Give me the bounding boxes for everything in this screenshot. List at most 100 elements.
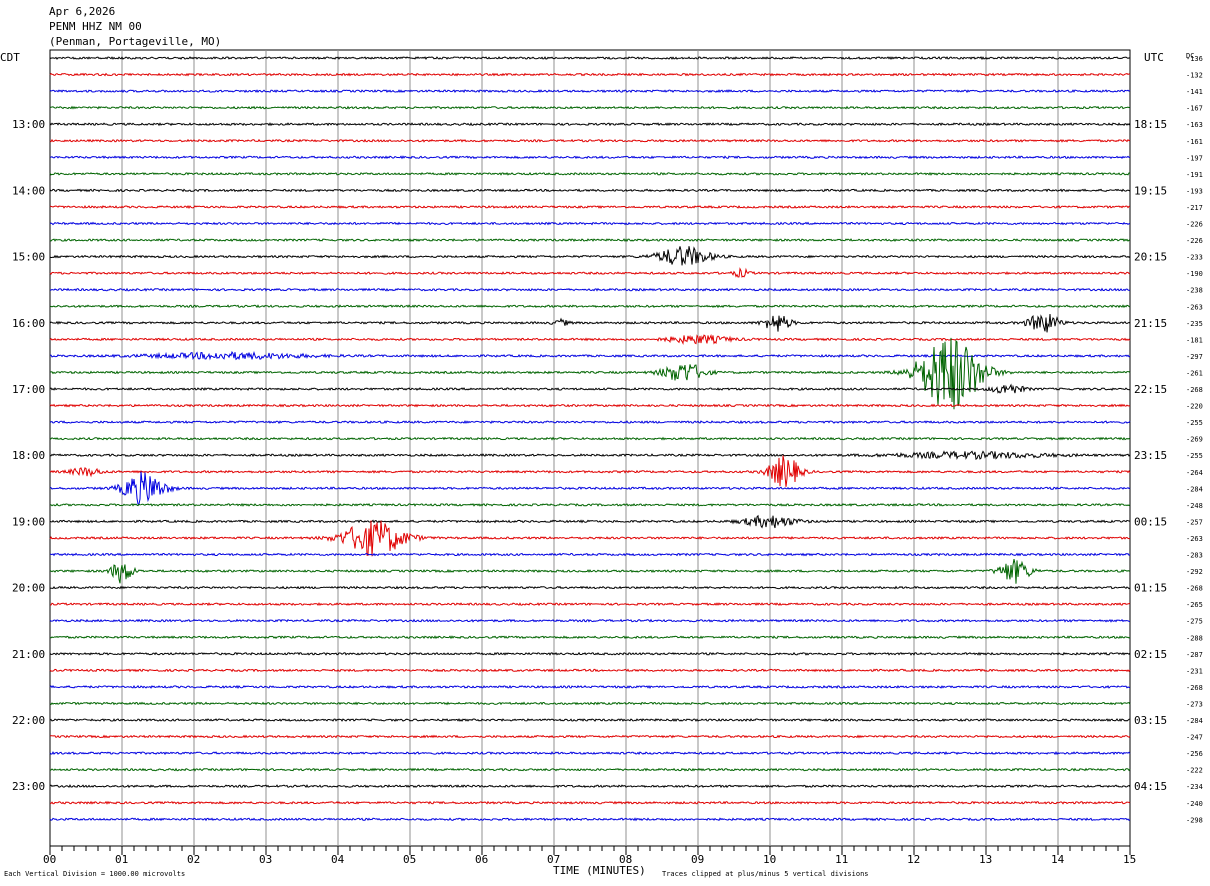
trace-layer: [49, 56, 1131, 822]
seismic-trace: [49, 204, 1131, 209]
dc-offset-label: -191: [1186, 171, 1203, 179]
seismic-trace: [49, 750, 1131, 756]
left-axis-label: CDT: [0, 51, 20, 64]
seismic-trace: [49, 455, 1131, 487]
cdt-time-label: 22:00: [12, 714, 45, 727]
seismic-trace: [49, 105, 1131, 110]
dc-offset-label: -261: [1186, 369, 1203, 377]
cdt-time-label: 13:00: [12, 118, 45, 131]
utc-time-label: 22:15: [1134, 383, 1167, 396]
dc-offset-label: -298: [1186, 816, 1203, 824]
x-tick-label: 12: [907, 853, 920, 866]
grid-layer: [49, 49, 1131, 855]
dc-offset-label: -263: [1186, 303, 1203, 311]
seismic-trace: [49, 246, 1131, 266]
seismic-trace: [49, 734, 1131, 739]
dc-offset-label: -275: [1186, 618, 1203, 626]
cdt-time-label: 19:00: [12, 515, 45, 528]
dc-offset-label: -292: [1186, 568, 1203, 576]
dc-offset-label: -233: [1186, 254, 1203, 262]
dc-offset-label: -217: [1186, 204, 1203, 212]
dc-offset-label: -284: [1186, 717, 1203, 725]
x-tick-label: 08: [619, 853, 632, 866]
seismic-trace: [49, 403, 1131, 408]
dc-offset-label: -193: [1186, 187, 1203, 195]
seismic-trace: [49, 784, 1131, 789]
dc-offset-label: -136: [1186, 55, 1203, 63]
seismic-trace: [49, 238, 1131, 243]
dc-offset-label: -163: [1186, 121, 1203, 129]
dc-offset-label: -190: [1186, 270, 1203, 278]
cdt-time-label: 14:00: [12, 184, 45, 197]
dc-offset-label: -283: [1186, 552, 1203, 560]
dc-offset-label: -226: [1186, 221, 1203, 229]
dc-offset-label: -257: [1186, 518, 1203, 526]
seismic-trace: [49, 304, 1131, 309]
x-tick-label: 00: [43, 853, 56, 866]
seismic-trace: [49, 334, 1131, 345]
dc-offset-label: -234: [1186, 783, 1203, 791]
x-tick-label: 07: [547, 853, 560, 866]
seismic-trace: [49, 267, 1131, 278]
seismic-trace: [49, 383, 1131, 394]
seismic-trace: [49, 221, 1131, 226]
seismic-trace: [49, 350, 1131, 361]
dc-offset-label: -132: [1186, 72, 1203, 80]
seismic-trace: [49, 314, 1131, 333]
dc-offset-label: -287: [1186, 651, 1203, 659]
seismic-trace: [49, 72, 1131, 77]
x-axis-title: TIME (MINUTES): [553, 864, 646, 877]
seismic-trace: [49, 558, 1131, 584]
dc-offset-label: -273: [1186, 700, 1203, 708]
x-tick-label: 14: [1051, 853, 1065, 866]
seismic-trace: [49, 514, 1131, 529]
seismic-trace: [49, 155, 1130, 160]
seismic-trace: [49, 436, 1131, 441]
utc-time-label: 00:15: [1134, 515, 1167, 528]
seismic-trace: [49, 502, 1131, 507]
x-tick-label: 06: [475, 853, 488, 866]
dc-offset-label: -255: [1186, 419, 1203, 427]
utc-time-label: 02:15: [1134, 648, 1167, 661]
dc-offset-label: -161: [1186, 138, 1203, 146]
x-tick-label: 10: [763, 853, 776, 866]
seismic-trace: [50, 287, 1131, 292]
utc-time-label: 23:15: [1134, 449, 1167, 462]
clip-note: Traces clipped at plus/minus 5 vertical …: [662, 870, 869, 878]
dc-offset-label: -263: [1186, 535, 1203, 543]
dc-offset-label: -197: [1186, 154, 1203, 162]
seismic-trace: [50, 602, 1131, 607]
dc-offset-label: -256: [1186, 750, 1203, 758]
seismic-trace: [49, 471, 1131, 505]
seismic-trace: [49, 420, 1131, 425]
dc-offset-label: -255: [1186, 452, 1203, 460]
scale-note: Each Vertical Division = 1000.00 microvo…: [4, 870, 185, 878]
x-tick-label: 11: [835, 853, 848, 866]
x-tick-label: 05: [403, 853, 416, 866]
utc-time-label: 19:15: [1134, 184, 1167, 197]
dc-offset-label: -248: [1186, 502, 1203, 510]
station-code: PENM HHZ NM 00: [49, 20, 142, 33]
x-tick-label: 04: [331, 853, 345, 866]
dc-offset-label: -268: [1186, 684, 1203, 692]
seismic-trace: [49, 552, 1131, 557]
utc-time-label: 03:15: [1134, 714, 1167, 727]
dc-offset-label: -141: [1186, 88, 1203, 96]
seismic-trace: [49, 651, 1131, 656]
cdt-time-label: 18:00: [12, 449, 45, 462]
seismic-trace: [49, 171, 1131, 176]
seismic-trace: [49, 122, 1131, 127]
x-tick-label: 09: [691, 853, 704, 866]
station-location: (Penman, Portageville, MO): [49, 35, 222, 48]
dc-offset-label: -167: [1186, 105, 1203, 113]
utc-time-label: 21:15: [1134, 317, 1167, 330]
dc-offset-label: -240: [1186, 800, 1203, 808]
seismic-trace: [49, 817, 1131, 822]
dc-offset-label: -247: [1186, 734, 1203, 742]
seismic-trace: [49, 585, 1131, 590]
seismic-trace: [49, 188, 1131, 193]
dc-offset-label: -284: [1186, 485, 1203, 493]
cdt-time-label: 17:00: [12, 383, 45, 396]
seismic-trace: [49, 89, 1131, 94]
